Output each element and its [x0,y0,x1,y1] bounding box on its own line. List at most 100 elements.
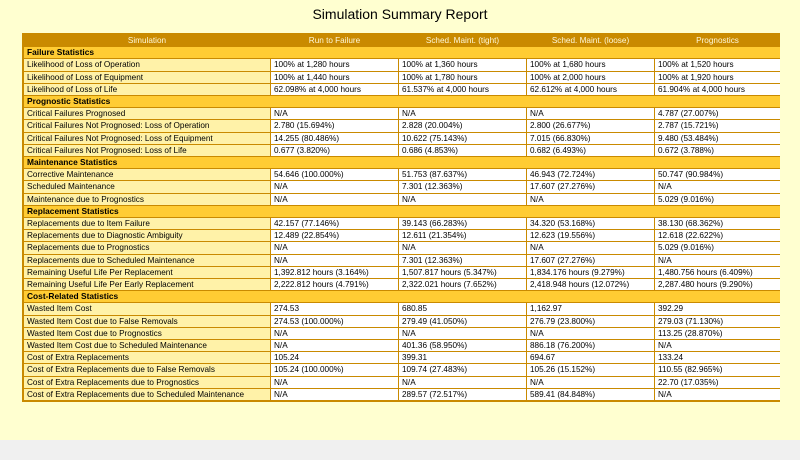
table-cell: 14.255 (80.486%) [271,132,398,144]
table-cell: 34.320 (53.168%) [527,218,654,230]
table-cell: 2,418.948 hours (12.072%) [527,279,654,291]
row-label: Replacements due to Scheduled Maintenanc… [24,254,270,266]
table-cell: 2,287.480 hours (9.290%) [655,279,780,291]
table-cell: 17.607 (27.276%) [527,254,654,266]
table-row: Wasted Item Cost due to Prognostics N/A N/… [24,327,780,340]
row-label: Likelihood of Loss of Equipment [24,71,270,83]
table-cell: N/A [271,340,398,352]
table-cell: N/A [655,254,780,266]
table-row: Cost of Extra Replacements due to Schedu… [24,388,780,401]
row-label: Remaining Useful Life Per Early Replacem… [24,279,270,291]
row-label: Remaining Useful Life Per Replacement [24,266,270,279]
table-cell: 12.611 (21.354%) [399,230,526,242]
table-cell: 10.622 (75.143%) [399,132,526,144]
table-row: Corrective Maintenance 54.646 (100.000%) 5… [24,169,780,181]
table-cell: 289.57 (72.517%) [399,388,526,401]
table-cell: 392.29 [655,303,780,315]
table-row: Wasted Item Cost due to Scheduled Mainte… [24,340,780,352]
column-header-simulation: Simulation [24,35,270,47]
row-label: Replacements due to Item Failure [24,218,270,230]
table-row: Cost of Extra Replacements due to Progno… [24,376,780,388]
row-label: Critical Failures Not Prognosed: Loss of… [24,120,270,132]
table-row: Remaining Useful Life Per Early Replacem… [24,279,780,291]
row-label: Wasted Item Cost [24,303,270,315]
table-cell: 61.904% at 4,000 hours [655,83,780,96]
table-cell: 2.800 (26.677%) [527,120,654,132]
table-cell: N/A [271,181,398,193]
table-row: Wasted Item Cost due to False Removals 27… [24,315,780,327]
table-cell: 1,392.812 hours (3.164%) [271,266,398,279]
row-label: Maintenance due to Prognostics [24,193,270,205]
table-cell: 5.029 (9.016%) [655,242,780,254]
table-cell: 50.747 (90.984%) [655,169,780,181]
header-row: Simulation Run to Failure Sched. Maint. … [24,35,780,47]
table-cell: 7.301 (12.363%) [399,181,526,193]
table-cell: 51.753 (87.637%) [399,169,526,181]
table-cell: N/A [399,193,526,205]
table-cell: 42.157 (77.146%) [271,218,398,230]
table-cell: 0.672 (3.788%) [655,144,780,157]
table-cell: 46.943 (72.724%) [527,169,654,181]
table-row: Critical Failures Not Prognosed: Loss of… [24,120,780,132]
section-title: Failure Statistics [24,47,780,59]
section-header-row: Prognostic Statistics [24,96,780,108]
table-cell: 100% at 1,920 hours [655,71,780,83]
table-row: Remaining Useful Life Per Replacement 1,3… [24,266,780,279]
table-cell: N/A [399,376,526,388]
table-cell: 100% at 1,360 hours [399,59,526,71]
table-row: Critical Failures Not Prognosed: Loss of… [24,132,780,144]
section-header-row: Replacement Statistics [24,205,780,218]
table-cell: 12.489 (22.854%) [271,230,398,242]
table-row: Cost of Extra Replacements due to False … [24,364,780,376]
table-cell: 2.780 (15.694%) [271,120,398,132]
table-cell: 2,222.812 hours (4.791%) [271,279,398,291]
section-header-row: Cost-Related Statistics [24,291,780,303]
table-cell: 2,322.021 hours (7.652%) [399,279,526,291]
table-cell: 694.67 [527,352,654,364]
row-label: Cost of Extra Replacements due to Schedu… [24,388,270,401]
column-header-prognostics: Prognostics [655,35,780,47]
table-row: Likelihood of Loss of Operation 100% at 1… [24,59,780,71]
row-label: Critical Failures Prognosed [24,108,270,120]
row-label: Cost of Extra Replacements due to False … [24,364,270,376]
table-cell: 886.18 (76.200%) [527,340,654,352]
section-header-row: Maintenance Statistics [24,157,780,169]
table-cell: 279.49 (41.050%) [399,315,526,327]
table-cell: N/A [399,242,526,254]
section-header-row: Failure Statistics [24,47,780,59]
row-label: Likelihood of Loss of Life [24,83,270,96]
table-cell: 12.618 (22.622%) [655,230,780,242]
table-cell: 5.029 (9.016%) [655,193,780,205]
table-cell: 110.55 (82.965%) [655,364,780,376]
row-label: Critical Failures Not Prognosed: Loss of… [24,144,270,157]
table-cell: 1,162.97 [527,303,654,315]
table-cell: N/A [271,327,398,340]
table-cell: N/A [655,340,780,352]
table-cell: 7.015 (66.830%) [527,132,654,144]
table-cell: N/A [527,327,654,340]
table-row: Scheduled Maintenance N/A 7.301 (12.363%) 1… [24,181,780,193]
table-cell: 38.130 (68.362%) [655,218,780,230]
table-cell: 100% at 1,520 hours [655,59,780,71]
row-label: Cost of Extra Replacements [24,352,270,364]
table-cell: 0.686 (4.853%) [399,144,526,157]
table-cell: 1,834.176 hours (9.279%) [527,266,654,279]
table-cell: N/A [271,388,398,401]
row-label: Cost of Extra Replacements due to Progno… [24,376,270,388]
table-row: Likelihood of Loss of Equipment 100% at 1… [24,71,780,83]
table-cell: N/A [399,108,526,120]
table-cell: 399.31 [399,352,526,364]
table-cell: 22.70 (17.035%) [655,376,780,388]
table-cell: 100% at 1,780 hours [399,71,526,83]
summary-table: Simulation Run to Failure Sched. Maint. … [23,34,781,401]
table-cell: 274.53 [271,303,398,315]
table-row: Critical Failures Prognosed N/A N/A N/A 4.78… [24,108,780,120]
column-header-run-to-failure: Run to Failure [271,35,398,47]
table-cell: 4.787 (27.007%) [655,108,780,120]
section-title: Prognostic Statistics [24,96,780,108]
table-row: Critical Failures Not Prognosed: Loss of… [24,144,780,157]
table-cell: 17.607 (27.276%) [527,181,654,193]
table-cell: 274.53 (100.000%) [271,315,398,327]
table-cell: N/A [527,108,654,120]
table-cell: 2.828 (20.004%) [399,120,526,132]
